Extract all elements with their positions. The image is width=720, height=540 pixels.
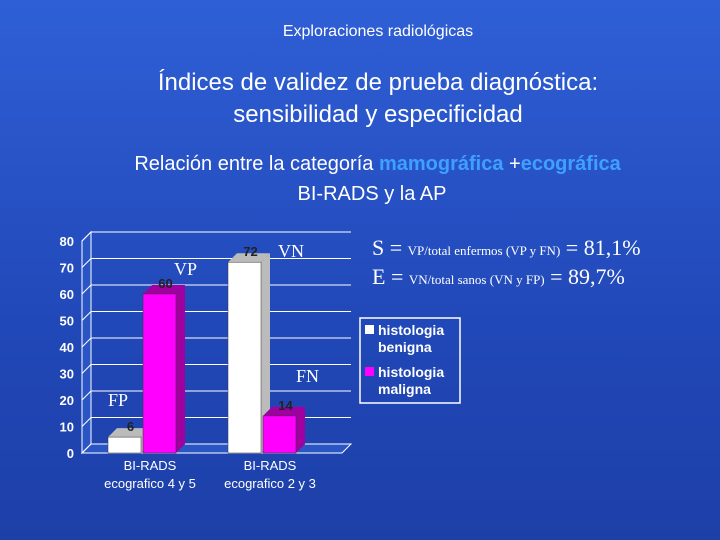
subtitle-highlight: mamográfica (379, 153, 504, 175)
title: Índices de validez de prueba diagnóstica… (158, 69, 598, 128)
formula-part: = 89,7% (545, 264, 625, 289)
bar (262, 415, 297, 454)
data-label: 72 (243, 244, 257, 259)
subtitle-part: Relación entre la categoría (134, 153, 379, 175)
y-tick-label: 70 (60, 261, 74, 276)
subtitle: Relación entre la categoría mamográfica … (107, 153, 638, 175)
x-tick-label: BI-RADS ecografico 2 y 3 (224, 458, 316, 491)
legend-label: histologia maligna (378, 364, 444, 397)
text-line: histologia (378, 364, 444, 380)
y-tick-label: 80 (60, 234, 74, 249)
bar-side (261, 253, 270, 453)
text-line: Índices de validez de prueba diagnóstica… (158, 69, 598, 96)
formula: S = VP/total enfermos (VP y FN) = 81,1% (372, 235, 641, 260)
data-label: 14 (278, 398, 293, 413)
text-line: ecografico 4 y 5 (104, 476, 196, 491)
bar-top (228, 253, 270, 263)
bar (142, 293, 177, 454)
annotation: FN (296, 366, 319, 386)
bar (227, 261, 262, 454)
legend-box (359, 317, 461, 404)
y-tick-label: 20 (60, 393, 74, 408)
legend-label: histologia benigna (378, 322, 444, 355)
data-label: 6 (127, 419, 134, 434)
y-tick-label: 50 (60, 314, 74, 329)
formula-part: VN/total sanos (VN y FP) (409, 272, 545, 287)
x-tick-label: BI-RADS ecografico 4 y 5 (104, 458, 196, 491)
grid-line (81, 284, 351, 295)
text-line: sensibilidad y especificidad (233, 101, 523, 128)
text-line: BI-RADS (124, 458, 177, 473)
y-tick-label: 60 (60, 287, 74, 302)
data-label: 60 (158, 276, 172, 291)
subtitle-highlight: ecográfica (521, 153, 622, 175)
formula: E = VN/total sanos (VN y FP) = 89,7% (372, 264, 625, 289)
formula-part: S = (372, 235, 408, 260)
y-tick-label: 40 (60, 340, 74, 355)
text-line: maligna (378, 381, 431, 397)
bar-side (176, 285, 185, 453)
text-line: ecografico 2 y 3 (224, 476, 316, 491)
y-tick-label: 10 (60, 420, 74, 435)
grid-line (81, 231, 351, 242)
annotation: VP (174, 259, 197, 279)
text-line: benigna (378, 339, 432, 355)
grid-line (81, 417, 351, 427)
bar-top (143, 285, 185, 294)
grid-line (81, 337, 351, 348)
formula-part: E = (372, 264, 409, 289)
annotation: VN (278, 241, 304, 261)
legend-swatch (365, 325, 374, 334)
bar-top (263, 406, 305, 416)
header: Exploraciones radiológicas (283, 23, 473, 40)
chart: 0 10 20 30 40 50 60 70 80 BI-RADS ecografico 4 y 5… (60, 230, 461, 491)
bar-side (296, 406, 305, 453)
grid-line (81, 311, 351, 321)
text-line: BI-RADS (244, 458, 297, 473)
formula-part: = 81,1% (560, 235, 640, 260)
y-tick-label: 30 (60, 367, 74, 382)
y-tick-label: 0 (67, 446, 74, 461)
text-line: histologia (378, 322, 444, 338)
annotation: FP (108, 390, 128, 410)
bar (107, 436, 142, 454)
subtitle-line: BI-RADS y la AP (298, 183, 447, 205)
subtitle-part: + (503, 153, 520, 175)
bar-top (108, 428, 150, 438)
formula-part: VP/total enfermos (VP y FN) (408, 243, 561, 258)
legend-swatch (365, 367, 374, 376)
grid-line (81, 258, 351, 268)
